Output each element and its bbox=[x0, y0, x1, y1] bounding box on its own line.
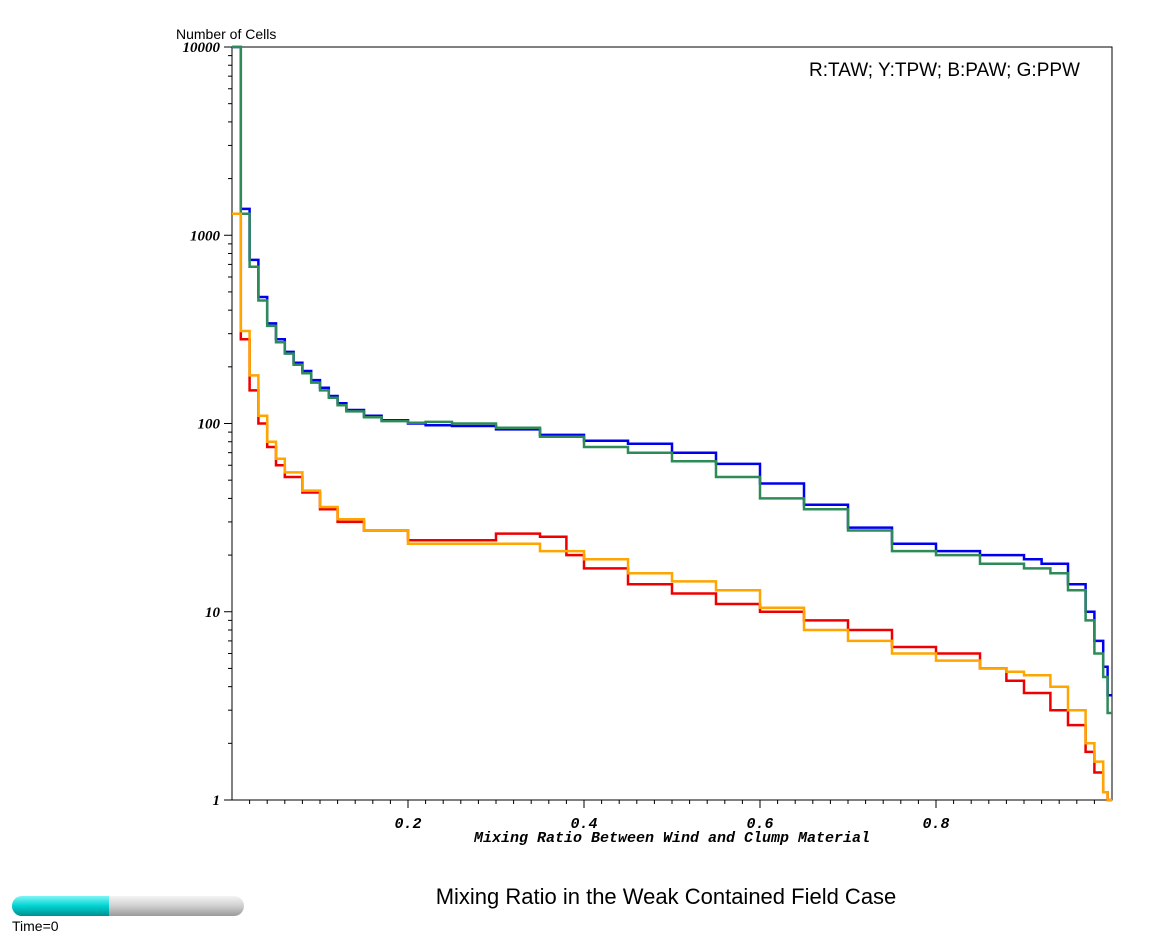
plot-frame bbox=[231, 46, 1113, 801]
time-slider[interactable] bbox=[12, 896, 244, 916]
x-axis-label: Mixing Ratio Between Wind and Clump Mate… bbox=[473, 830, 870, 847]
y-major-ticks: 1 10 100 1000 10000 bbox=[183, 40, 232, 809]
y-tick-label: 1000 bbox=[190, 228, 221, 244]
y-tick-label: 100 bbox=[198, 417, 221, 433]
y-tick-label: 10000 bbox=[183, 40, 221, 56]
series-line bbox=[232, 45, 1112, 715]
x-tick-label: 0.8 bbox=[922, 816, 949, 833]
series-line bbox=[232, 45, 1112, 697]
x-tick-label: 0.4 bbox=[570, 816, 597, 833]
x-ticks: 0.2 0.4 0.6 0.8 bbox=[249, 800, 1095, 833]
series-line bbox=[232, 212, 1112, 802]
x-tick-label: 0.6 bbox=[746, 816, 773, 833]
x-tick-label: 0.2 bbox=[394, 816, 421, 833]
time-label: Time=0 bbox=[12, 918, 59, 934]
series-line bbox=[232, 212, 1112, 802]
series-layer bbox=[232, 45, 1112, 802]
y-axis-label: Number of Cells bbox=[176, 26, 276, 42]
y-tick-label: 1 bbox=[213, 793, 221, 809]
plot-area bbox=[231, 46, 1113, 801]
legend: R:TAW; Y:TPW; B:PAW; G:PPW bbox=[809, 60, 1080, 81]
chart-title: Mixing Ratio in the Weak Contained Field… bbox=[436, 884, 897, 909]
y-minor-ticks bbox=[228, 55, 232, 744]
time-slider-fill bbox=[12, 896, 110, 916]
y-tick-label: 10 bbox=[205, 605, 221, 621]
